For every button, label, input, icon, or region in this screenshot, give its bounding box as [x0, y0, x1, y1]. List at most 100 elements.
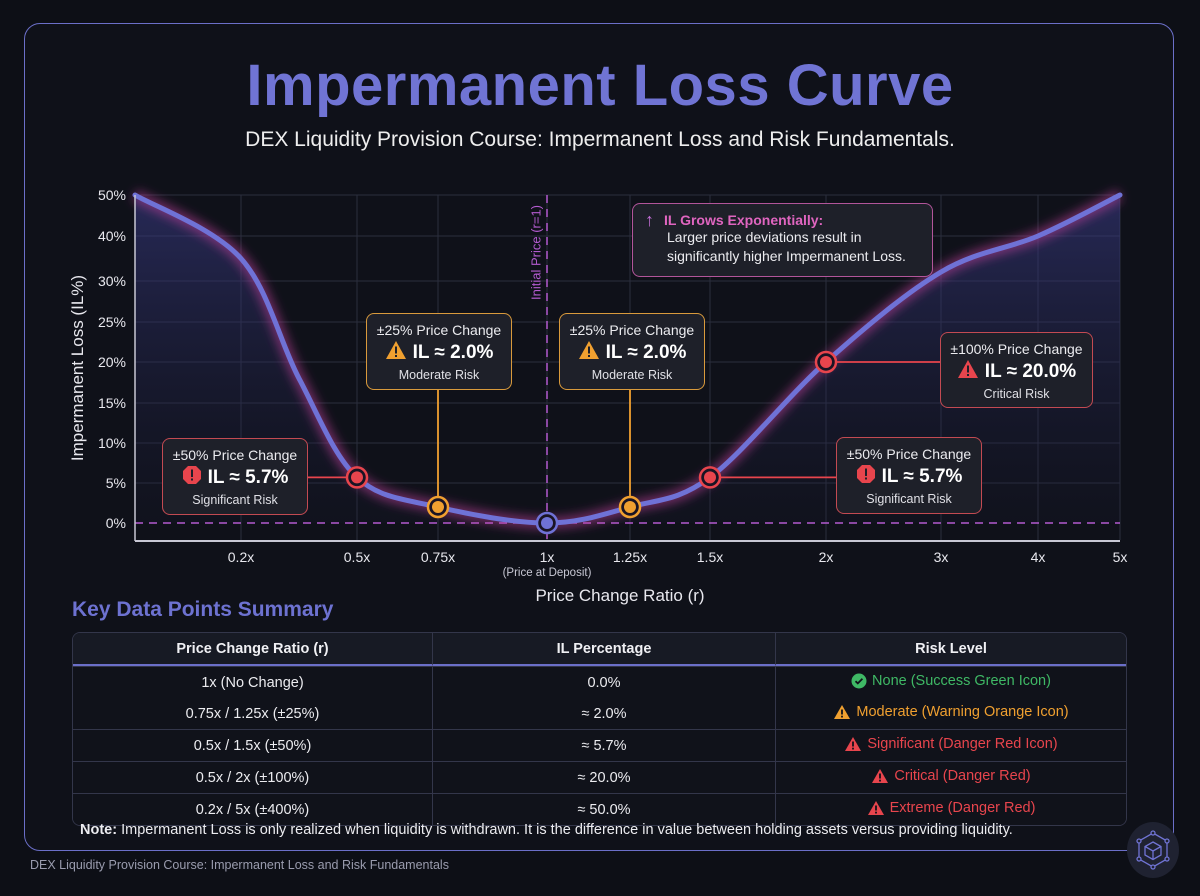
- cell-il: ≈ 5.7%: [433, 729, 776, 761]
- col-header-ratio: Price Change Ratio (r): [73, 633, 433, 666]
- data-markers: [345, 350, 838, 535]
- cell-risk: Moderate (Warning Orange Icon): [776, 698, 1126, 729]
- y-tick-label: 30%: [98, 273, 126, 289]
- data-point-marker: [432, 501, 444, 513]
- x-tick-label: 0.2x: [228, 549, 254, 565]
- cell-ratio: 0.75x / 1.25x (±25%): [73, 698, 433, 729]
- x-axis-title: Price Change Ratio (r): [535, 586, 705, 605]
- summary-table: Price Change Ratio (r) IL Percentage Ris…: [72, 632, 1127, 826]
- cell-ratio: 0.5x / 1.5x (±50%): [73, 729, 433, 761]
- check-circle-icon: [851, 673, 867, 689]
- callout-heading: ±25% Price Change: [376, 322, 502, 338]
- data-point-marker: [624, 501, 636, 513]
- info-box-il-grows: ↑ IL Grows Exponentially: Larger price d…: [632, 203, 933, 277]
- y-tick-label: 15%: [98, 395, 126, 411]
- cell-il: 0.0%: [433, 666, 776, 698]
- danger-triangle-icon: [957, 359, 979, 385]
- x-tick-label: 1x: [540, 549, 555, 565]
- x-tick-labels: 0.2x 0.5x 0.75x 1x (Price at Deposit) 1.25x 1.…: [228, 549, 1128, 579]
- cell-il: ≈ 20.0%: [433, 761, 776, 793]
- note-text: Note: Impermanent Loss is only realized …: [80, 822, 1013, 838]
- y-tick-labels: 0% 5% 10% 15% 20% 25% 30% 40% 50%: [98, 187, 126, 531]
- x-tick-label: 0.75x: [421, 549, 455, 565]
- callout-right-25: ±25% Price Change IL ≈ 2.0% Moderate Ris…: [559, 313, 705, 390]
- y-tick-label: 40%: [98, 228, 126, 244]
- cell-il: ≈ 50.0%: [433, 793, 776, 825]
- cell-ratio: 0.5x / 2x (±100%): [73, 761, 433, 793]
- cell-il: ≈ 2.0%: [433, 698, 776, 729]
- danger-triangle-icon: [871, 768, 889, 784]
- callout-heading: ±25% Price Change: [569, 322, 695, 338]
- x-tick-label: 1.5x: [697, 549, 723, 565]
- col-header-risk: Risk Level: [776, 633, 1126, 666]
- y-tick-label: 5%: [106, 475, 126, 491]
- callout-risk: Significant Risk: [866, 492, 952, 506]
- danger-triangle-icon: [867, 800, 885, 816]
- data-point-marker: [351, 471, 363, 484]
- x-tick-label: 3x: [934, 549, 949, 565]
- risk-label: None (Success Green Icon): [872, 672, 1051, 689]
- y-tick-label: 0%: [106, 515, 126, 531]
- x-tick-sublabel: (Price at Deposit): [503, 567, 592, 579]
- page-title: Impermanent Loss Curve: [246, 53, 954, 118]
- initial-price-label-wrap: Initial Price (r=1): [526, 200, 546, 310]
- x-tick-label: 1.25x: [613, 549, 647, 565]
- callout-risk: Moderate Risk: [591, 368, 673, 382]
- y-tick-label: 20%: [98, 354, 126, 370]
- info-box-line-2: significantly higher Impermanent Loss.: [667, 248, 906, 264]
- callout-value: IL ≈ 2.0%: [412, 342, 494, 363]
- summary-title: Key Data Points Summary: [72, 598, 334, 621]
- network-cube-icon: [1127, 822, 1179, 878]
- footer-caption: DEX Liquidity Provision Course: Imperman…: [30, 858, 449, 872]
- arrow-up-icon: ↑: [645, 210, 654, 230]
- callout-left-25: ±25% Price Change IL ≈ 2.0% Moderate Ris…: [366, 313, 512, 390]
- risk-label: Moderate (Warning Orange Icon): [856, 703, 1069, 720]
- data-point-marker: [541, 517, 553, 529]
- cell-risk: Extreme (Danger Red): [776, 793, 1126, 825]
- table-header-row: Price Change Ratio (r) IL Percentage Ris…: [73, 633, 1126, 666]
- table-row: 0.2x / 5x (±400%) ≈ 50.0% Extreme (Dange…: [73, 793, 1126, 825]
- cell-ratio: 1x (No Change): [73, 666, 433, 698]
- y-tick-label: 25%: [98, 314, 126, 330]
- x-tick-label: 4x: [1031, 549, 1046, 565]
- il-chart: 0% 5% 10% 15% 20% 25% 30% 40% 50% 0.2x 0.5x 0.75x 1…: [98, 187, 1128, 579]
- danger-triangle-icon: [844, 736, 862, 752]
- callout-risk: Significant Risk: [192, 493, 278, 507]
- risk-label: Critical (Danger Red): [894, 767, 1031, 784]
- info-box-line-1: Larger price deviations result in: [667, 229, 862, 245]
- risk-label: Significant (Danger Red Icon): [867, 735, 1058, 752]
- y-tick-label: 50%: [98, 187, 126, 203]
- initial-price-label: Initial Price (r=1): [528, 205, 544, 300]
- data-point-marker: [820, 356, 832, 368]
- callout-risk: Critical Risk: [983, 387, 1050, 401]
- callout-left-50: ±50% Price Change IL ≈ 5.7% Significant …: [162, 438, 308, 515]
- col-header-il: IL Percentage: [433, 633, 776, 666]
- note-label: Note:: [80, 822, 118, 838]
- table-row: 0.5x / 2x (±100%) ≈ 20.0% Critical (Dang…: [73, 761, 1126, 793]
- callout-risk: Moderate Risk: [398, 368, 480, 382]
- data-point-marker: [704, 471, 716, 484]
- warning-triangle-icon: [833, 704, 851, 720]
- cell-risk: None (Success Green Icon): [776, 666, 1126, 698]
- callout-value: IL ≈ 2.0%: [605, 342, 687, 363]
- cell-risk: Critical (Danger Red): [776, 761, 1126, 793]
- warning-triangle-icon: [385, 340, 407, 366]
- warning-triangle-icon: [578, 340, 600, 366]
- table-row: 1x (No Change) 0.0% None (Success Green …: [73, 666, 1126, 698]
- callout-value: IL ≈ 20.0%: [984, 361, 1077, 382]
- callout-heading: ±50% Price Change: [846, 446, 972, 462]
- callout-heading: ±100% Price Change: [950, 341, 1083, 357]
- x-tick-label: 2x: [819, 549, 834, 565]
- cell-ratio: 0.2x / 5x (±400%): [73, 793, 433, 825]
- callout-right-100: ±100% Price Change IL ≈ 20.0% Critical R…: [940, 332, 1093, 408]
- cell-risk: Significant (Danger Red Icon): [776, 729, 1126, 761]
- il-curve-line: [132, 192, 1123, 526]
- table-row: 0.75x / 1.25x (±25%) ≈ 2.0% Moderate (Wa…: [73, 698, 1126, 729]
- octagon-alert-icon: [856, 464, 876, 490]
- page-subtitle: DEX Liquidity Provision Course: Imperman…: [245, 128, 955, 151]
- callout-right-50: ±50% Price Change IL ≈ 5.7% Significant …: [836, 437, 982, 514]
- table-row: 0.5x / 1.5x (±50%) ≈ 5.7% Significant (D…: [73, 729, 1126, 761]
- callout-value: IL ≈ 5.7%: [881, 466, 963, 487]
- x-tick-label: 0.5x: [344, 549, 370, 565]
- y-tick-label: 10%: [98, 435, 126, 451]
